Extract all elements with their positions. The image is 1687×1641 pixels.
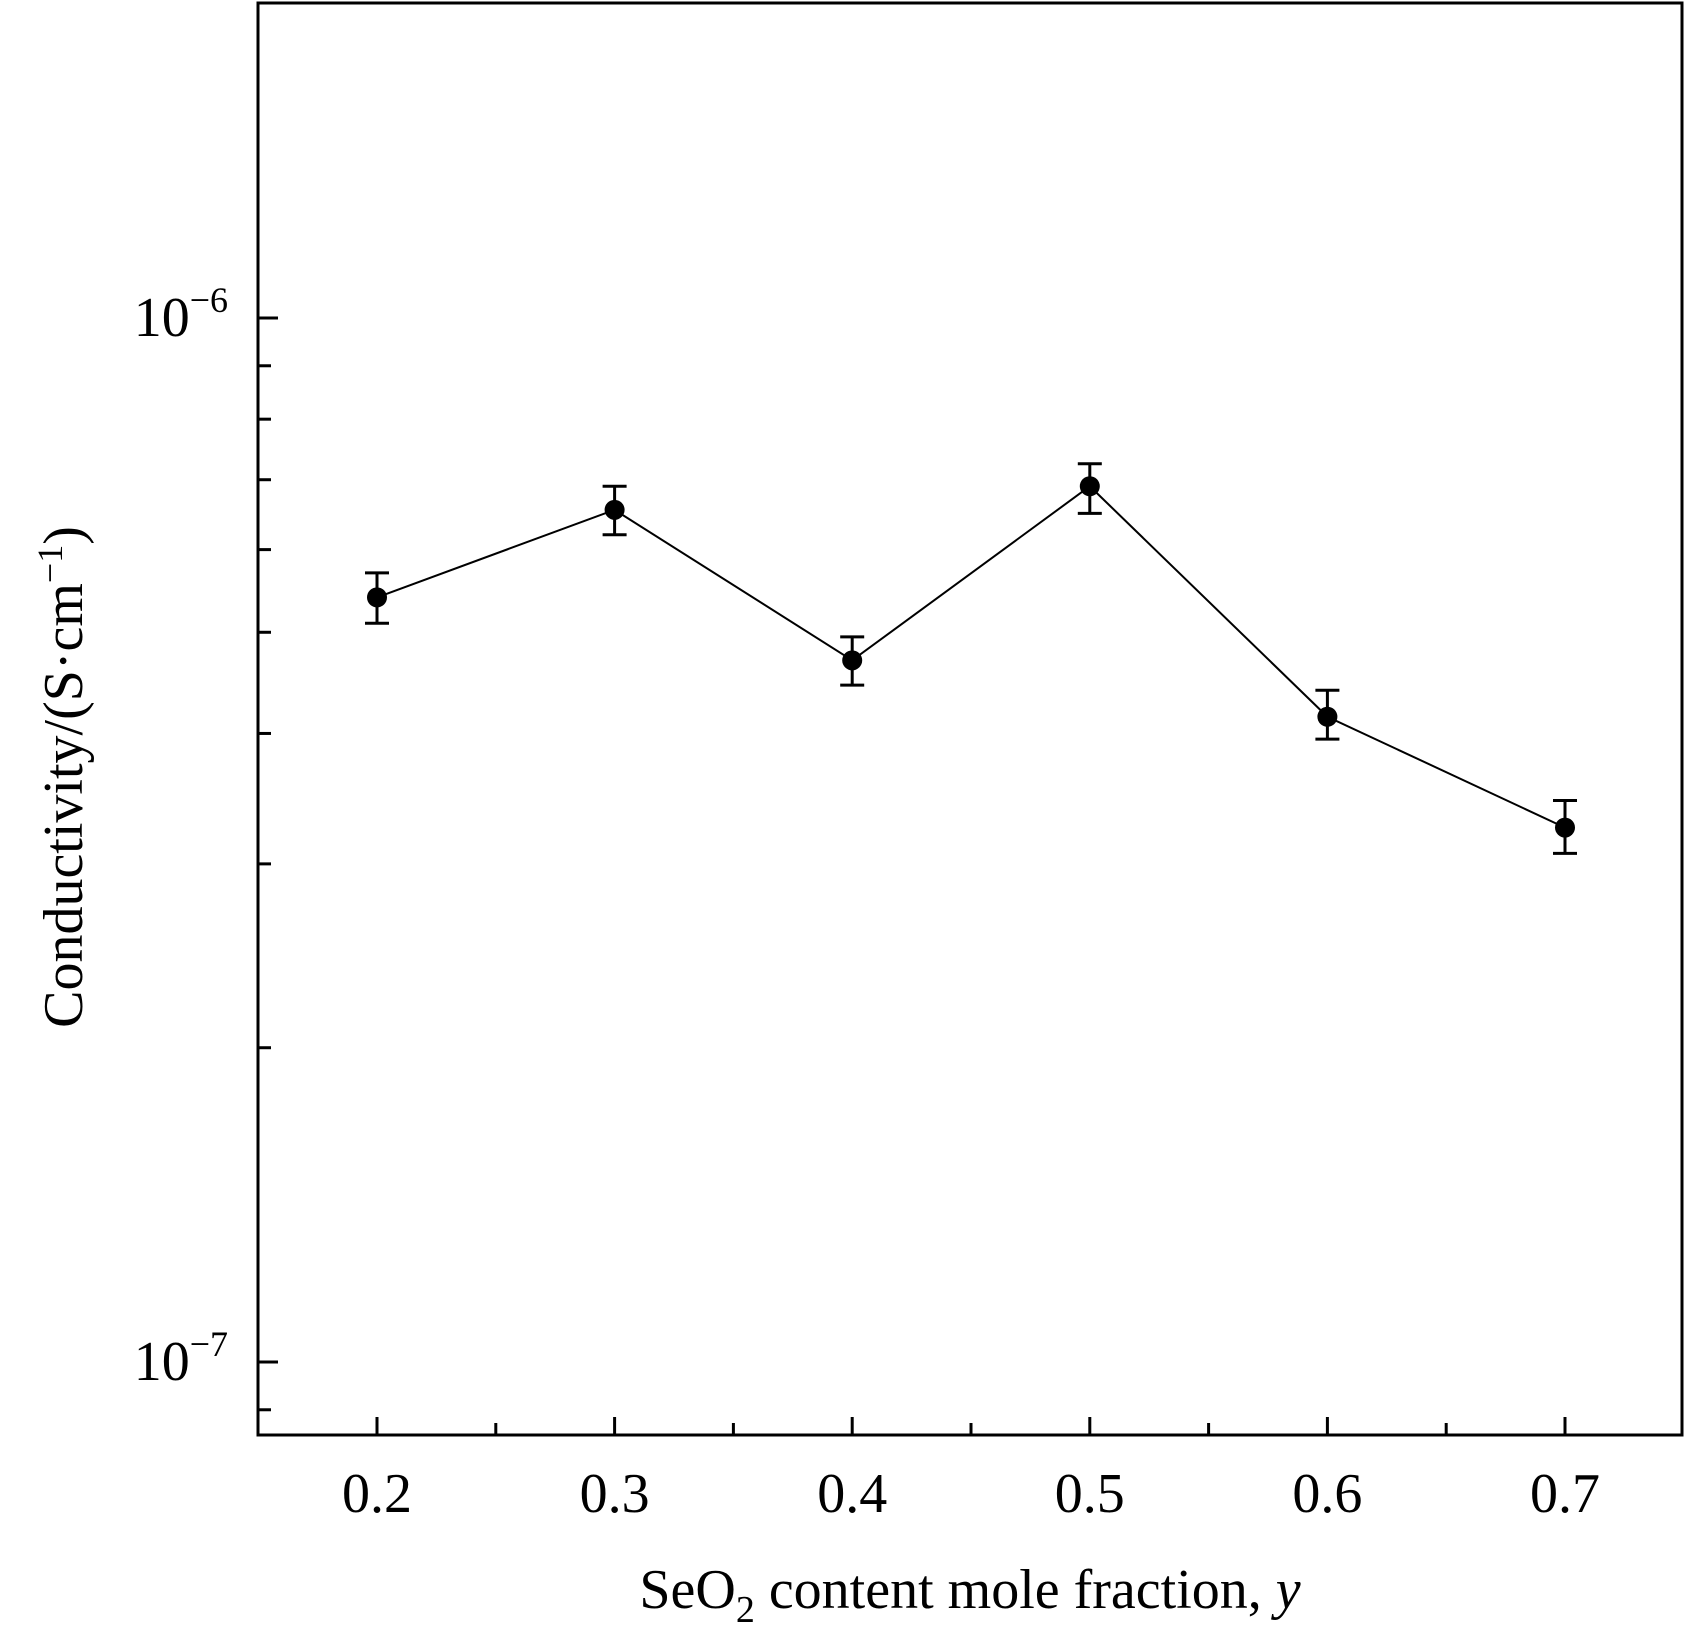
y-axis-title-suffix: ) xyxy=(33,526,95,545)
x-tick-label: 0.4 xyxy=(817,1463,887,1525)
series-polyline xyxy=(376,484,1566,829)
y-axis-title-prefix: Conductivity/(S·cm xyxy=(33,583,95,1028)
x-tick-label: 0.5 xyxy=(1055,1463,1125,1525)
y-tick-label-base: 10 xyxy=(134,287,190,349)
y-tick-label: 10−7 xyxy=(134,1324,228,1393)
series-line xyxy=(376,484,1566,829)
x-axis-title-prefix: SeO xyxy=(639,1559,735,1621)
y-axis-title: Conductivity/(S·cm−1) xyxy=(30,526,95,1028)
x-tick-label: 0.7 xyxy=(1530,1463,1600,1525)
major-ticks xyxy=(258,316,1567,1435)
x-axis-title-suffix: content mole fraction, xyxy=(755,1559,1276,1621)
x-axis-title: SeO2 content mole fraction, y xyxy=(639,1559,1300,1631)
y-axis-title-superscript: −1 xyxy=(30,545,70,583)
y-tick-label-exponent: −7 xyxy=(190,1324,228,1364)
data-point xyxy=(604,499,625,520)
x-axis-title-subscript: 2 xyxy=(736,1589,755,1631)
data-point xyxy=(1317,706,1338,727)
error-bars xyxy=(365,462,1577,855)
data-point xyxy=(1555,817,1575,838)
x-tick-label: 0.3 xyxy=(580,1463,650,1525)
data-point xyxy=(842,650,863,671)
x-tick-labels: 0.2 0.3 0.4 0.5 0.6 0.7 xyxy=(342,1463,1600,1525)
minor-ticks xyxy=(258,364,1448,1435)
y-tick-label-exponent: −6 xyxy=(190,280,228,320)
y-tick-label: 10−6 xyxy=(134,280,228,349)
data-points xyxy=(367,476,1575,838)
data-point xyxy=(367,587,387,608)
data-point xyxy=(1079,476,1100,497)
x-tick-label: 0.2 xyxy=(342,1463,412,1525)
x-axis-title-variable: y xyxy=(1271,1559,1301,1621)
x-tick-label: 0.6 xyxy=(1292,1463,1362,1525)
plot-frame xyxy=(256,1,1684,1437)
y-tick-label-base: 10 xyxy=(134,1331,190,1393)
y-tick-labels: 10−710−6 xyxy=(134,280,228,1393)
